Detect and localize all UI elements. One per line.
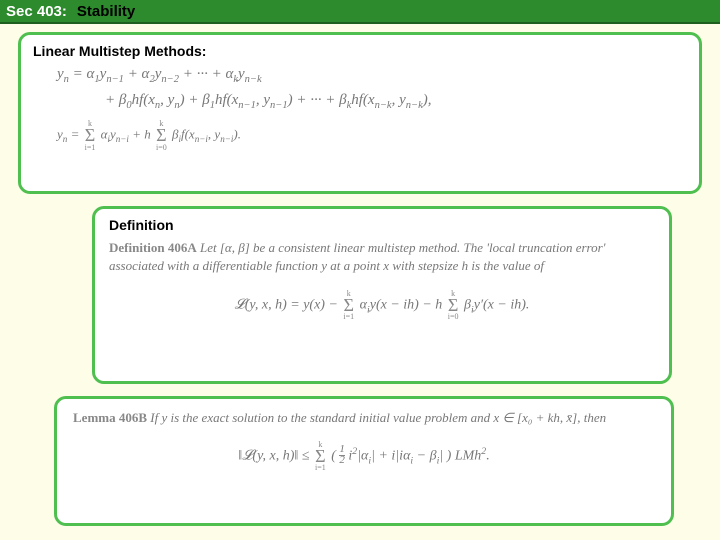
definition-label: Definition 406A bbox=[109, 240, 197, 255]
lemma-equation: ‖𝓛(y, x, h)‖ ≤ kΣi=1 ( 12 i2|αi| + i|iαi… bbox=[73, 441, 655, 472]
lemma-label: Lemma 406B bbox=[73, 410, 147, 425]
eq-summary: yn = kΣi=1 αiyn−i + h kΣi=0 βif(xn−i, yn… bbox=[57, 120, 687, 151]
lemma-text: Lemma 406B If y is the exact solution to… bbox=[73, 409, 655, 427]
eq-expanded-line1: yn = α1yn−1 + α2yn−2 + ··· + αkyn−k bbox=[57, 65, 687, 87]
header-bar: Sec 403: Stability bbox=[0, 0, 720, 24]
section-title: Stability bbox=[77, 3, 135, 20]
eq-expanded-line2: + β0hf(xn, yn) + β1hf(xn−1, yn−1) + ··· … bbox=[105, 91, 687, 113]
panel-lemma: Lemma 406B If y is the exact solution to… bbox=[54, 396, 674, 526]
panel-definition: Definition Definition 406A Let [α, β] be… bbox=[92, 206, 672, 384]
definition-equation: 𝓛(y, x, h) = y(x) − kΣi=1 αiy(x − ih) − … bbox=[109, 290, 655, 321]
panel1-subtitle: Linear Multistep Methods: bbox=[33, 43, 687, 59]
section-label: Sec 403: bbox=[6, 3, 67, 20]
definition-text: Definition 406A Let [α, β] be a consiste… bbox=[109, 239, 655, 274]
lemma-body: If y is the exact solution to the standa… bbox=[147, 410, 606, 425]
panel-linear-multistep: Linear Multistep Methods: yn = α1yn−1 + … bbox=[18, 32, 702, 194]
panel2-subtitle: Definition bbox=[109, 217, 655, 233]
